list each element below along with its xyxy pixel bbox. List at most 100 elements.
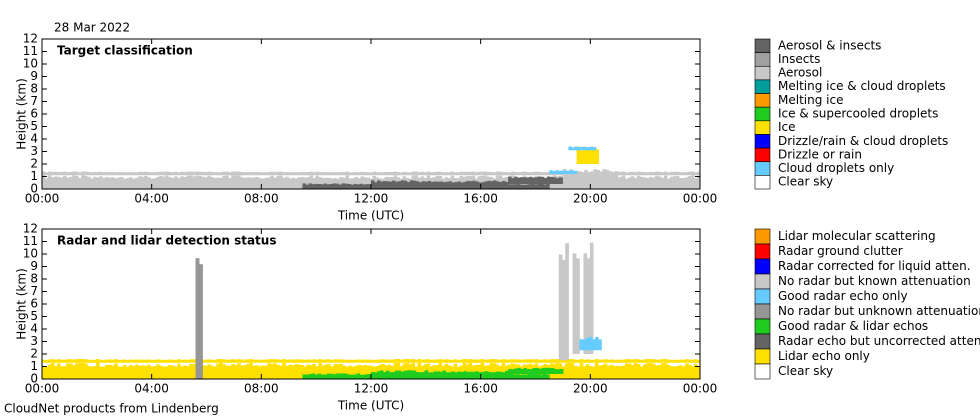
echo-pixel bbox=[546, 176, 551, 184]
echo-pixel bbox=[602, 169, 607, 189]
x-axis-label: Time (UTC) bbox=[337, 209, 404, 223]
echo-pixel bbox=[669, 171, 674, 176]
echo-pixel bbox=[317, 184, 322, 189]
echo-pixel bbox=[48, 175, 52, 189]
echo-pixel bbox=[633, 177, 638, 189]
echo-pixel bbox=[390, 171, 395, 176]
echo-pixel bbox=[315, 175, 319, 189]
echo-pixel bbox=[102, 172, 106, 176]
echo-pixel bbox=[447, 172, 452, 176]
echo-pixel bbox=[351, 366, 355, 379]
echo-pixel bbox=[558, 170, 562, 174]
echo-pixel bbox=[537, 374, 541, 379]
echo-pixel bbox=[114, 359, 118, 363]
echo-pixel bbox=[489, 171, 494, 176]
echo-pixel bbox=[498, 359, 503, 363]
y-tick-label: 11 bbox=[23, 44, 38, 58]
echo-pixel bbox=[543, 184, 547, 189]
y-tick-label: 2 bbox=[30, 157, 38, 171]
echo-pixel bbox=[611, 173, 616, 189]
echo-pixel bbox=[672, 359, 677, 363]
echo-pixel bbox=[342, 365, 346, 379]
legend-label: Good radar & lidar echos bbox=[778, 319, 928, 333]
y-tick-label: 1 bbox=[30, 359, 38, 373]
echo-pixel bbox=[216, 363, 220, 379]
echo-pixel bbox=[123, 359, 127, 363]
echo-pixel bbox=[171, 365, 175, 379]
echo-pixel bbox=[351, 178, 355, 189]
echo-pixel bbox=[669, 176, 674, 189]
echo-pixel bbox=[87, 366, 91, 379]
echo-pixel bbox=[156, 359, 160, 363]
echo-pixel bbox=[588, 359, 593, 363]
echo-pixel bbox=[427, 180, 432, 189]
panel-title: Radar and lidar detection status bbox=[57, 234, 276, 248]
echo-pixel bbox=[365, 184, 370, 189]
echo-pixel bbox=[379, 181, 384, 189]
echo-pixel bbox=[408, 172, 413, 176]
echo-pixel bbox=[348, 172, 352, 176]
echo-pixel bbox=[288, 178, 292, 189]
echo-pixel bbox=[603, 363, 608, 379]
echo-pixel bbox=[573, 365, 578, 379]
echo-pixel bbox=[312, 178, 316, 189]
echo-pixel bbox=[400, 180, 405, 189]
legend-label: Aerosol bbox=[778, 66, 822, 80]
echo-pixel bbox=[93, 176, 97, 189]
echo-pixel bbox=[198, 264, 203, 379]
echo-pixel bbox=[105, 364, 109, 379]
echo-pixel bbox=[162, 171, 166, 176]
echo-pixel bbox=[327, 177, 331, 189]
echo-pixel bbox=[57, 363, 61, 379]
echo-pixel bbox=[276, 359, 280, 363]
echo-pixel bbox=[135, 172, 139, 176]
echo-pixel bbox=[99, 359, 103, 363]
echo-pixel bbox=[177, 172, 181, 176]
echo-pixel bbox=[414, 171, 419, 176]
echo-pixel bbox=[285, 365, 289, 379]
echo-pixel bbox=[153, 359, 157, 363]
echo-pixel bbox=[351, 359, 355, 363]
echo-pixel bbox=[228, 359, 232, 363]
echo-pixel bbox=[150, 366, 154, 379]
echo-pixel bbox=[618, 366, 623, 379]
echo-pixel bbox=[505, 370, 509, 379]
echo-pixel bbox=[418, 372, 423, 379]
echo-pixel bbox=[618, 176, 623, 189]
echo-pixel bbox=[195, 171, 199, 176]
echo-pixel bbox=[321, 172, 325, 176]
echo-pixel bbox=[45, 172, 49, 176]
echo-pixel bbox=[357, 178, 361, 189]
echo-pixel bbox=[323, 374, 328, 379]
echo-pixel bbox=[546, 359, 551, 363]
echo-pixel bbox=[366, 365, 370, 379]
echo-pixel bbox=[444, 363, 449, 379]
echo-pixel bbox=[573, 359, 578, 363]
echo-pixel bbox=[423, 359, 428, 363]
echo-pixel bbox=[562, 259, 566, 361]
echo-pixel bbox=[556, 369, 561, 374]
echo-pixel bbox=[639, 176, 644, 189]
legend-swatch bbox=[754, 228, 771, 245]
echo-pixel bbox=[415, 372, 420, 379]
echo-pixel bbox=[345, 366, 349, 379]
echo-pixel bbox=[618, 171, 623, 176]
echo-pixel bbox=[144, 175, 148, 189]
echo-pixel bbox=[99, 176, 103, 189]
echo-pixel bbox=[309, 171, 313, 176]
echo-pixel bbox=[42, 365, 46, 379]
legend-swatch bbox=[754, 303, 771, 320]
echo-pixel bbox=[327, 172, 331, 176]
echo-pixel bbox=[309, 359, 313, 363]
echo-pixel bbox=[360, 176, 364, 189]
echo-pixel bbox=[441, 359, 446, 363]
echo-pixel bbox=[584, 169, 588, 189]
echo-pixel bbox=[516, 359, 521, 363]
echo-pixel bbox=[87, 171, 91, 176]
echo-pixel bbox=[654, 171, 659, 176]
echo-pixel bbox=[273, 177, 277, 189]
echo-pixel bbox=[663, 175, 668, 189]
echo-pixel bbox=[189, 175, 193, 189]
echo-pixel bbox=[147, 359, 151, 363]
echo-pixel bbox=[538, 368, 543, 374]
